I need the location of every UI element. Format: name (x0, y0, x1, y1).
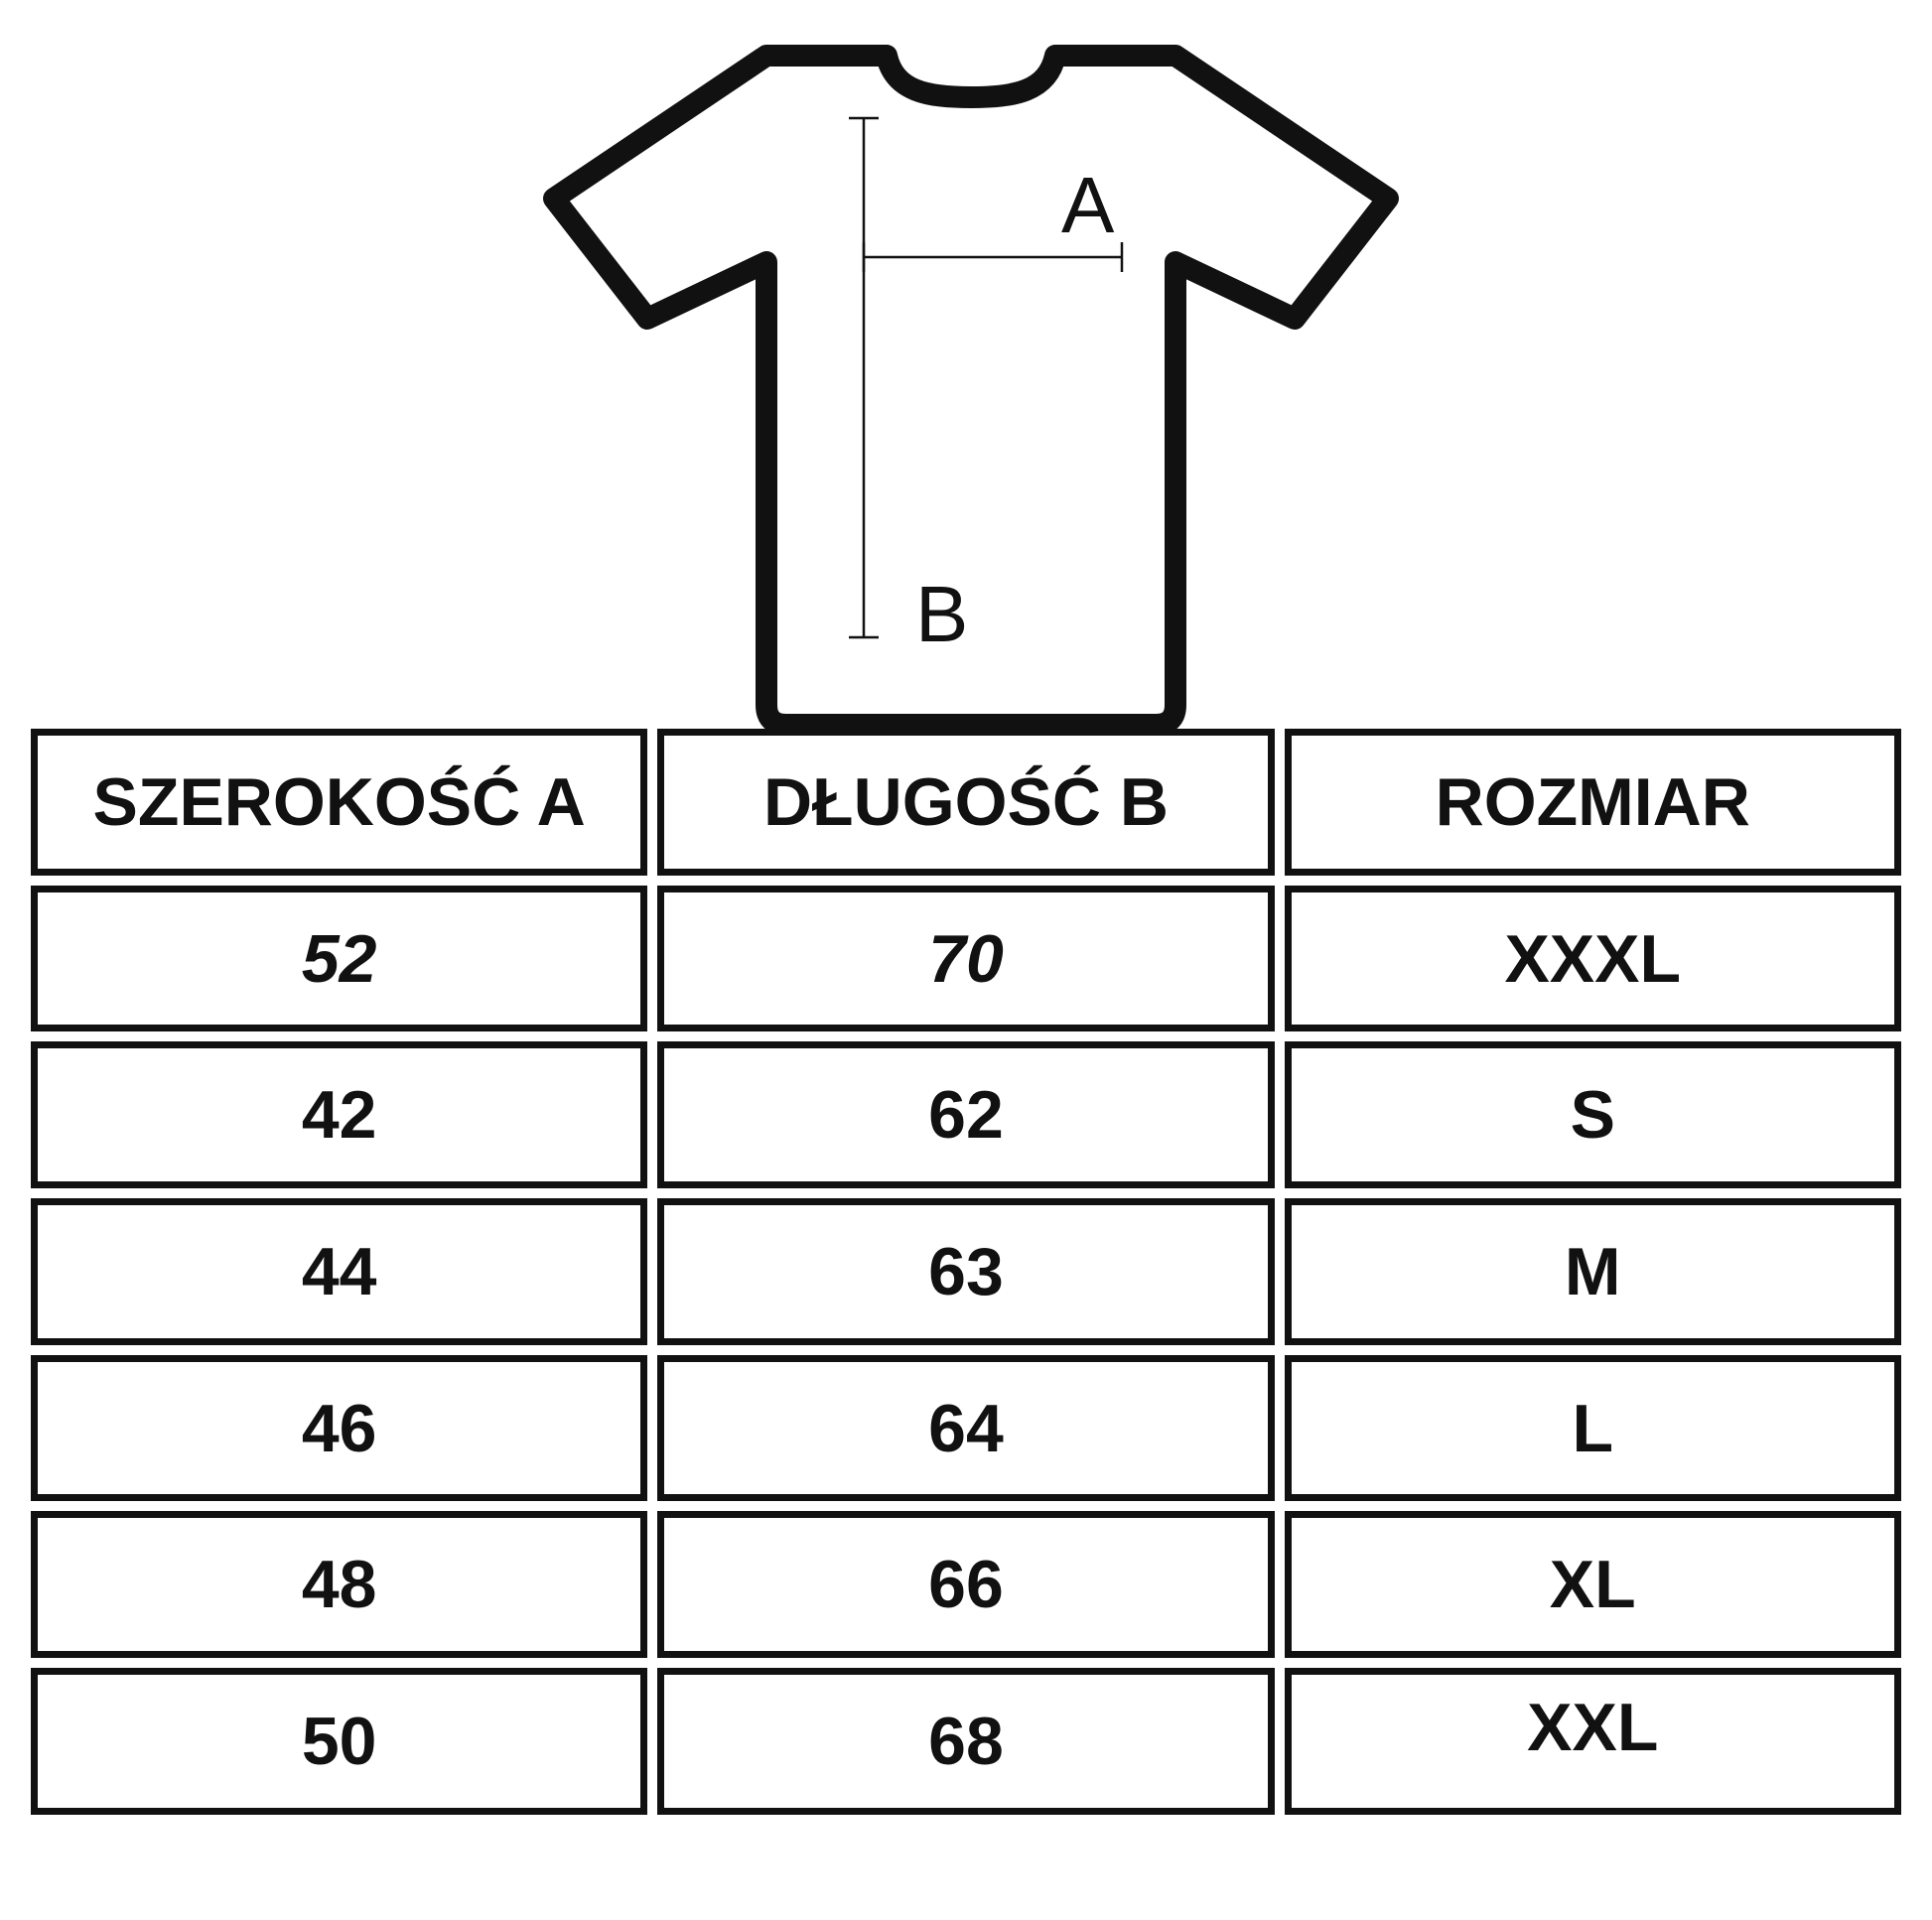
svg-text:B: B (915, 570, 968, 658)
svg-text:A: A (1061, 161, 1115, 249)
